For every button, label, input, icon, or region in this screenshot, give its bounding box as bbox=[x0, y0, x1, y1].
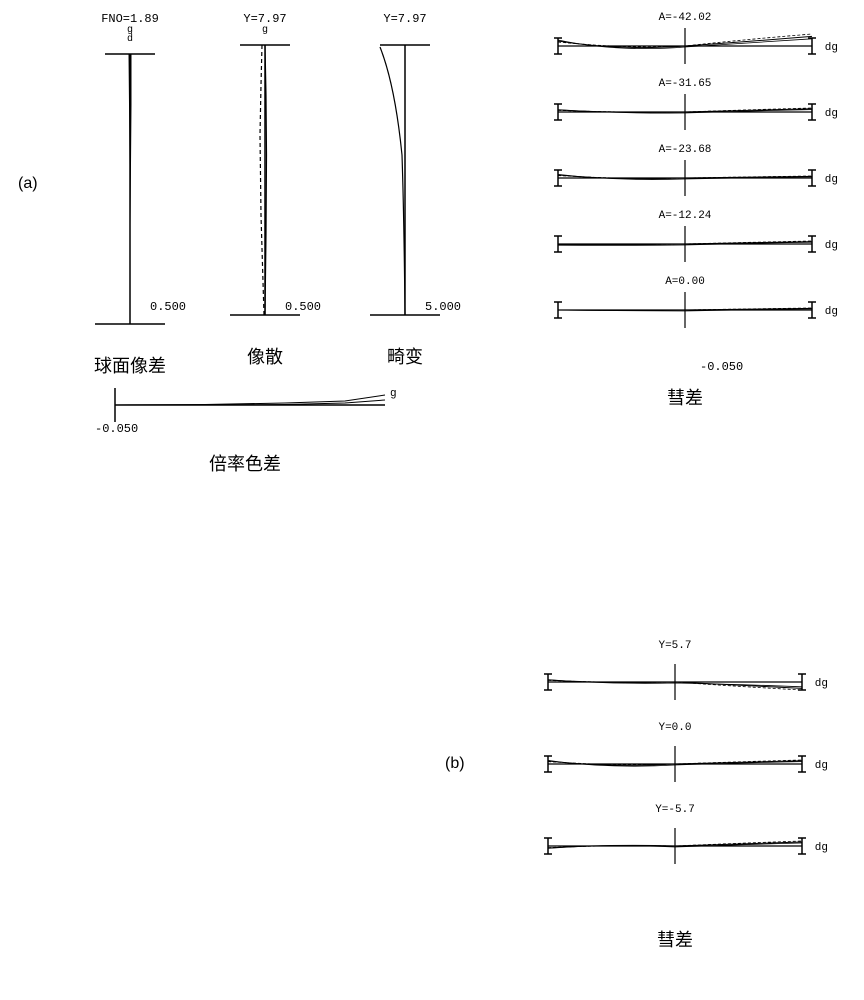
coma-dg-label: dg bbox=[825, 108, 838, 120]
astigmatism-svg bbox=[210, 35, 320, 325]
spherical-wavelength: gd bbox=[75, 26, 185, 44]
section-a-label: (a) bbox=[18, 175, 38, 193]
coma-dg-label: dg bbox=[825, 42, 838, 54]
coma-dg-label: dg bbox=[825, 306, 838, 318]
spherical-axis-label: 球面像差 bbox=[75, 352, 185, 378]
coma-b-axis-label: 彗差 bbox=[540, 926, 810, 952]
coma-plot-label: A=-42.02 bbox=[550, 12, 820, 24]
coma-plot-label: Y=-5.7 bbox=[540, 804, 810, 816]
coma-plot-svg bbox=[550, 90, 820, 134]
distortion-axis-label: 畸变 bbox=[350, 343, 460, 369]
spherical-top-label: FNO=1.89 bbox=[75, 12, 185, 26]
coma-dg-label: dg bbox=[825, 174, 838, 186]
coma-a-axis-label: 彗差 bbox=[550, 384, 820, 410]
coma-dg-label: dg bbox=[815, 842, 828, 854]
section-b-label: (b) bbox=[445, 755, 465, 773]
chromatic-scale: -0.050 bbox=[95, 422, 138, 436]
astigmatism-axis-label: 像散 bbox=[210, 343, 320, 369]
coma-plot-svg bbox=[550, 222, 820, 266]
coma-plots-a: A=-42.02 dg A=-31.65 bbox=[550, 12, 820, 410]
coma-plot-svg bbox=[550, 24, 820, 68]
coma-plot-svg bbox=[550, 156, 820, 200]
coma-a-scale: -0.050 bbox=[700, 360, 743, 374]
distortion-svg bbox=[350, 35, 460, 325]
coma-dg-label: dg bbox=[815, 678, 828, 690]
distortion-top-label: Y=7.97 bbox=[350, 12, 460, 26]
spherical-scale: 0.500 bbox=[150, 300, 186, 314]
coma-dg-label: dg bbox=[815, 760, 828, 772]
coma-plots-b: Y=5.7 dg Y=0.0 bbox=[540, 640, 810, 952]
astigmatism-scale: 0.500 bbox=[285, 300, 321, 314]
spherical-aberration-plot: FNO=1.89 gd 0.500 球面像差 bbox=[75, 12, 185, 378]
coma-plot-label: A=-31.65 bbox=[550, 78, 820, 90]
astigmatism-plot: Y=7.97 g 0.500 像散 bbox=[210, 12, 320, 369]
astigmatism-wavelength: g bbox=[210, 26, 320, 35]
chromatic-plot: g -0.050 倍率色差 bbox=[105, 380, 405, 476]
coma-dg-label: dg bbox=[825, 240, 838, 252]
coma-plot-svg bbox=[540, 816, 810, 876]
coma-plot-svg bbox=[540, 734, 810, 794]
coma-plot-label: Y=5.7 bbox=[540, 640, 810, 652]
astigmatism-top-label: Y=7.97 bbox=[210, 12, 320, 26]
distortion-plot: Y=7.97 5.000 畸变 bbox=[350, 12, 460, 369]
coma-plot-label: A=0.00 bbox=[550, 276, 820, 288]
coma-plot-label: Y=0.0 bbox=[540, 722, 810, 734]
chromatic-g-label: g bbox=[390, 388, 397, 400]
coma-plot-svg bbox=[540, 652, 810, 712]
chromatic-axis-label: 倍率色差 bbox=[105, 450, 385, 476]
coma-plot-label: A=-23.68 bbox=[550, 144, 820, 156]
coma-plot-svg bbox=[550, 288, 820, 332]
spherical-svg bbox=[75, 44, 185, 334]
coma-plot-label: A=-12.24 bbox=[550, 210, 820, 222]
chromatic-svg bbox=[105, 380, 405, 430]
distortion-scale: 5.000 bbox=[425, 300, 461, 314]
